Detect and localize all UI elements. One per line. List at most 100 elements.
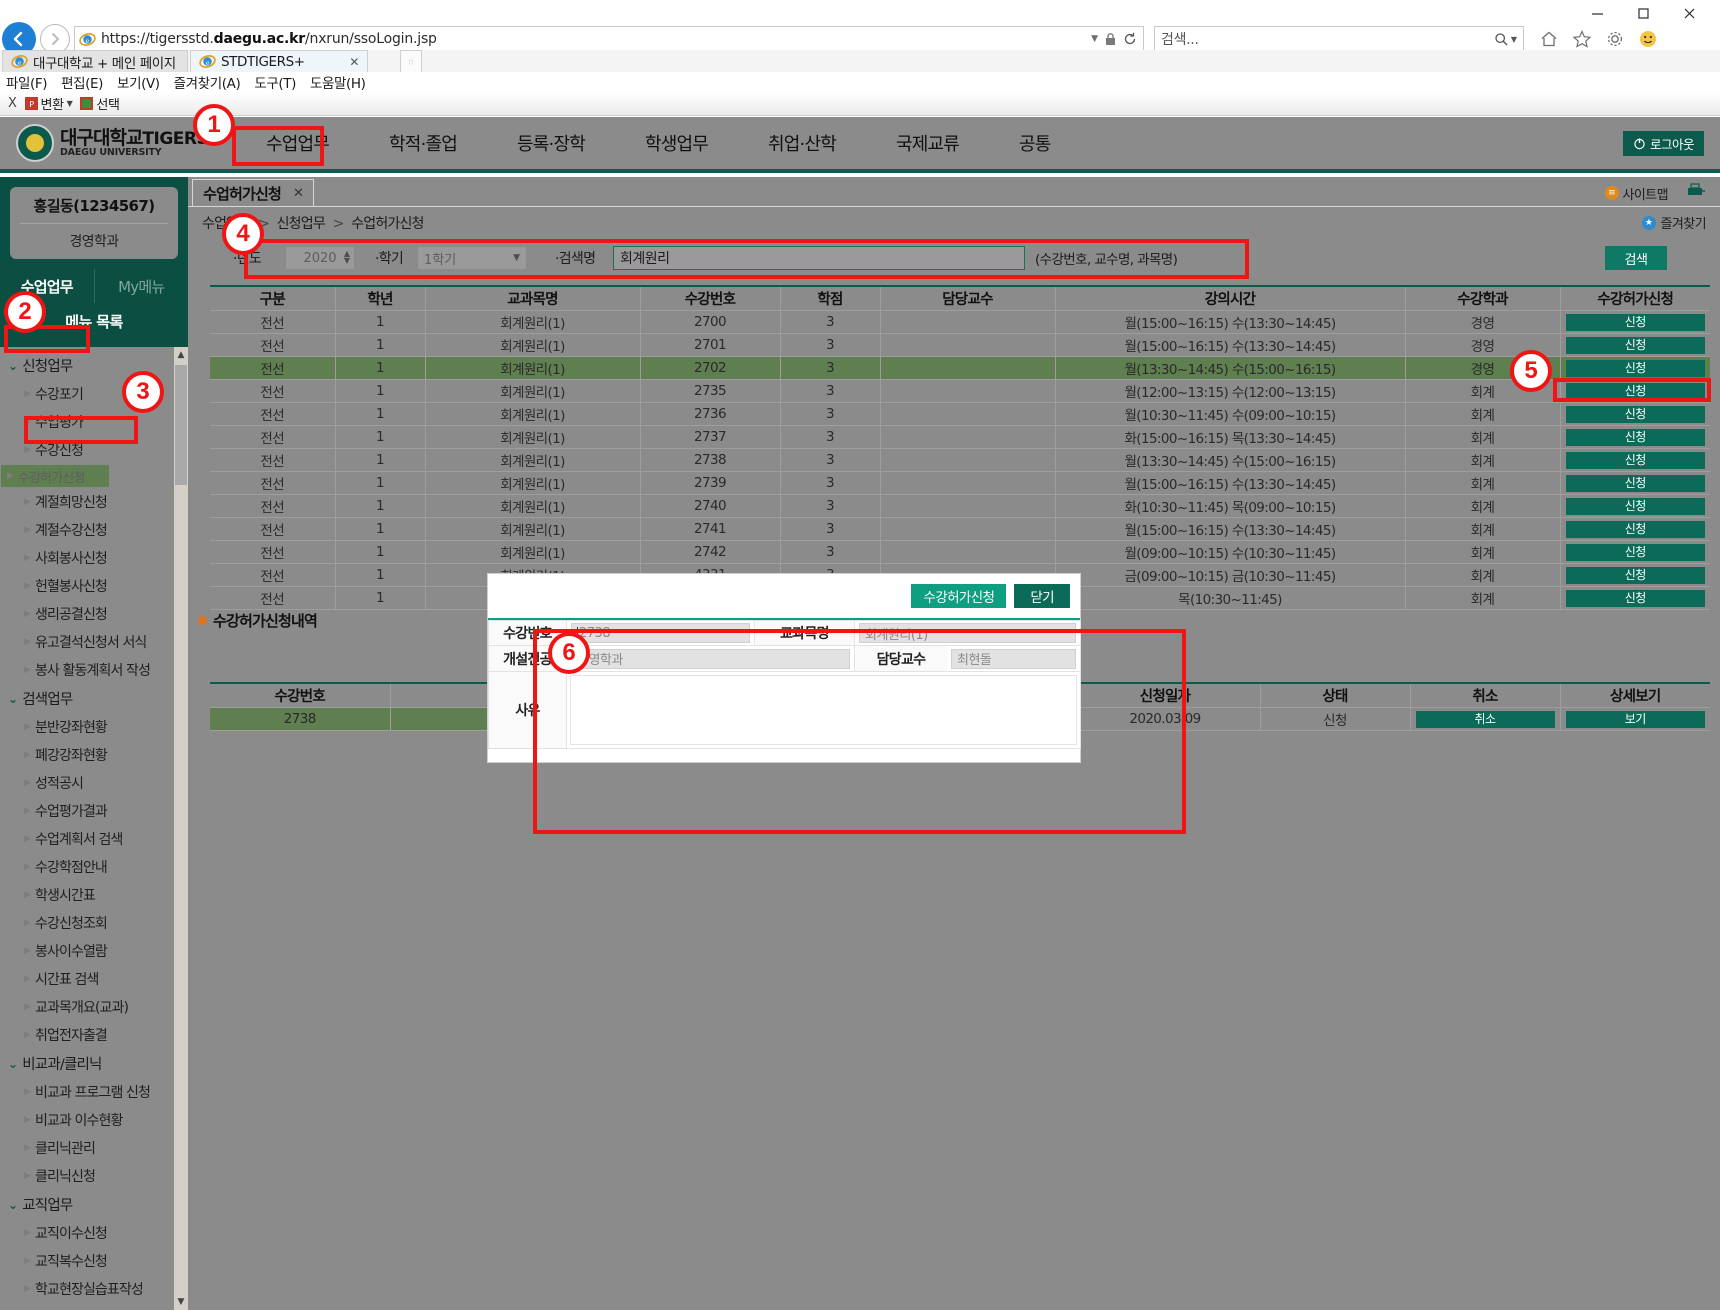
- table-row[interactable]: 전선 1 회계원리(1) 2735 3 월(12:00~13:15) 수(12:00~13…: [210, 379, 1710, 403]
- sidebar-item-gyogwamokgaeyo[interactable]: ▶ 교과목개요(교과): [0, 993, 188, 1021]
- sidebar-item-suupyeonggagyeolgwa[interactable]: ▶ 수업평가결과: [0, 797, 188, 825]
- favorite-link[interactable]: ★ 즐겨찾기: [1641, 213, 1707, 232]
- sidebar-item-sugangheogasincheong[interactable]: ▶ 수강허가신청: [0, 464, 110, 488]
- sidebar-item-bongsahwaldonggyehoekseo[interactable]: ▶ 봉사 활동계획서 작성: [0, 656, 188, 684]
- modal-field-major[interactable]: 경영학과: [566, 645, 855, 672]
- term-select[interactable]: 1학기 ▼: [417, 246, 527, 270]
- menu-favorites[interactable]: 즐겨찾기(A): [173, 76, 241, 92]
- sidebar-group-sincheongeobmu[interactable]: ⌄ 신청업무: [0, 351, 188, 380]
- print-icon[interactable]: [1686, 183, 1706, 203]
- home-icon[interactable]: [1538, 28, 1560, 50]
- modal-reason-textarea[interactable]: [570, 675, 1077, 745]
- menu-tools[interactable]: 도구(T): [254, 76, 296, 92]
- sidebar-item-saengnigonggyeolsincheong[interactable]: ▶ 생리공결신청: [0, 600, 188, 628]
- sidebar-item-sugangpogi[interactable]: ▶ 수강포기: [0, 380, 188, 408]
- sidebar-tab-suupeobmu[interactable]: 수업업무: [20, 277, 74, 296]
- nav-item-chwieop-sanhak[interactable]: 취업·산학: [768, 134, 837, 155]
- request-button[interactable]: 신청: [1565, 451, 1705, 469]
- sidebar-item-haksaengsigantyo[interactable]: ▶ 학생시간표: [0, 881, 188, 909]
- close-icon[interactable]: ✕: [293, 186, 304, 201]
- refresh-icon[interactable]: [1123, 32, 1137, 46]
- url-input[interactable]: e https://tigersstd.daegu.ac.kr/nxrun/ss…: [74, 26, 1144, 52]
- sitemap-link[interactable]: ≡ 사이트맵: [1604, 184, 1669, 203]
- sidebar-item-gyojikboksusincheong[interactable]: ▶ 교직복수신청: [0, 1247, 188, 1275]
- pdf-convert-button[interactable]: P 변환 ▼: [24, 94, 73, 113]
- detail-button[interactable]: 보기: [1565, 710, 1705, 728]
- breadcrumb-item-2[interactable]: 신청업무: [276, 216, 326, 232]
- sidebar-item-sahoebongsasincheong[interactable]: ▶ 사회봉사신청: [0, 544, 188, 572]
- minimize-button[interactable]: [1574, 0, 1620, 26]
- menu-view[interactable]: 보기(V): [117, 76, 160, 92]
- year-stepper[interactable]: 2020 ▲ ▼: [285, 246, 355, 270]
- modal-submit-button[interactable]: 수강허가신청: [911, 584, 1007, 608]
- nav-item-haksaengeobmu[interactable]: 학생업무: [644, 134, 709, 155]
- request-button[interactable]: 신청: [1565, 520, 1705, 538]
- sidebar-item-bigyogwaisuhyeonhwang[interactable]: ▶ 비교과 이수현황: [0, 1106, 188, 1134]
- nav-item-gukjegyoryu[interactable]: 국제교류: [896, 134, 960, 155]
- table-row[interactable]: 전선 1 회계원리(1) 2736 3 월(10:30~11:45) 수(09:00~10…: [210, 402, 1710, 426]
- sidebar-item-heonhyeolbongsasincheong[interactable]: ▶ 헌혈봉사신청: [0, 572, 188, 600]
- sidebar-item-bigyogwaprogram[interactable]: ▶ 비교과 프로그램 신청: [0, 1078, 188, 1106]
- sidebar-item-gyejeolhuimangsincheong[interactable]: ▶ 계절희망신청: [0, 488, 188, 516]
- table-row[interactable]: 전선 1 회계원리(1) 2700 3 월(15:00~16:15) 수(13:30~14…: [210, 310, 1710, 334]
- menu-edit[interactable]: 편집(E): [61, 76, 104, 92]
- search-icon[interactable]: ▼: [1494, 32, 1517, 47]
- table-row[interactable]: 전선 1 회계원리(1) 2702 3 월(13:30~14:45) 수(15:00~16…: [210, 356, 1710, 380]
- request-button[interactable]: 신청: [1565, 566, 1705, 584]
- sidebar-group-bigyogwa-clinic[interactable]: ⌄ 비교과/클리닉: [0, 1049, 188, 1078]
- sidebar-item-clinicsincheong[interactable]: ▶ 클리닉신청: [0, 1162, 188, 1190]
- request-button[interactable]: 신청: [1565, 405, 1705, 423]
- table-row[interactable]: 전선 1 회계원리(1) 2739 3 월(15:00~16:15) 수(13:30~14…: [210, 471, 1710, 495]
- smiley-feedback-icon[interactable]: [1637, 28, 1659, 50]
- pdf-select-button[interactable]: 선택: [80, 94, 120, 113]
- request-button[interactable]: 신청: [1565, 359, 1705, 377]
- cancel-button[interactable]: 취소: [1415, 710, 1555, 728]
- sidebar-item-sugangsincheongjohoe[interactable]: ▶ 수강신청조회: [0, 909, 188, 937]
- request-button[interactable]: 신청: [1565, 474, 1705, 492]
- sidebar-item-sugangsincheong[interactable]: ▶ 수강신청: [0, 436, 188, 464]
- favorites-star-icon[interactable]: [1571, 28, 1593, 50]
- table-row[interactable]: 전선 1 회계원리(1) 2740 3 화(10:30~11:45) 목(09:00~10…: [210, 494, 1710, 518]
- sidebar-group-geomsaekeobmu[interactable]: ⌄ 검색업무: [0, 684, 188, 713]
- table-row[interactable]: 전선 1 회계원리(1) 2741 3 월(15:00~16:15) 수(13:30~14…: [210, 517, 1710, 541]
- sidebar-scrollbar[interactable]: ▲ ▼: [174, 347, 188, 1310]
- request-button[interactable]: 신청: [1565, 313, 1705, 331]
- scroll-down-icon[interactable]: ▼: [174, 1294, 188, 1310]
- search-button[interactable]: 검색: [1605, 246, 1667, 270]
- request-button[interactable]: 신청: [1565, 543, 1705, 561]
- chevron-down-icon[interactable]: ▼: [66, 99, 73, 108]
- modal-field-professor[interactable]: 최현돌: [947, 646, 1080, 671]
- sidebar-item-pyegangangjwahyeonhwang[interactable]: ▶ 폐강강좌현황: [0, 741, 188, 769]
- table-row[interactable]: 전선 1 회계원리(1) 2737 3 화(15:00~16:15) 목(13:30~14…: [210, 425, 1710, 449]
- table-row[interactable]: 전선 1 회계원리(1) 2701 3 월(15:00~16:15) 수(13:30~14…: [210, 333, 1710, 357]
- modal-close-button[interactable]: 닫기: [1014, 584, 1070, 608]
- content-tab-sugangheogasincheong[interactable]: 수업허가신청 ✕: [192, 179, 315, 207]
- new-tab-button[interactable]: [400, 50, 422, 72]
- close-icon[interactable]: ✕: [349, 54, 359, 69]
- sidebar-item-bunbangangjwahyeonhwang[interactable]: ▶ 분반강좌현황: [0, 713, 188, 741]
- browser-search-input[interactable]: 검색... ▼: [1154, 26, 1524, 52]
- nav-item-hakjeok-jolup[interactable]: 학적·졸업: [389, 134, 458, 155]
- keyword-input[interactable]: 회계원리: [613, 246, 1025, 270]
- browser-tab-1[interactable]: e 대구대학교 + 메인 페이지: [2, 50, 188, 72]
- chevron-down-icon[interactable]: ▼: [1091, 34, 1098, 44]
- request-button[interactable]: 신청: [1565, 336, 1705, 354]
- gear-icon[interactable]: [1604, 28, 1626, 50]
- stepper-arrows-icon[interactable]: ▲ ▼: [343, 249, 350, 266]
- sidebar-group-gyojigeobmu[interactable]: ⌄ 교직업무: [0, 1190, 188, 1219]
- modal-field-course[interactable]: 회계원리(1): [854, 620, 1081, 646]
- menu-help[interactable]: 도움말(H): [309, 76, 366, 92]
- menu-file[interactable]: 파일(F): [6, 76, 48, 92]
- scroll-up-icon[interactable]: ▲: [174, 347, 188, 363]
- sidebar-item-yugogyeolseoksincheongseo[interactable]: ▶ 유고결석신청서 서식: [0, 628, 188, 656]
- sidebar-item-bongsaisuyeollam[interactable]: ▶ 봉사이수열람: [0, 937, 188, 965]
- table-row[interactable]: 전선 1 회계원리(1) 2738 3 월(13:30~14:45) 수(15:00~16…: [210, 448, 1710, 472]
- maximize-button[interactable]: [1620, 0, 1666, 26]
- table-row[interactable]: 전선 1 회계원리(1) 2742 3 월(09:00~10:15) 수(10:30~11…: [210, 540, 1710, 564]
- request-button[interactable]: 신청: [1565, 382, 1705, 400]
- sidebar-item-gyejeolsugangsincheong[interactable]: ▶ 계절수강신청: [0, 516, 188, 544]
- sidebar-item-sigantyogeomsaek[interactable]: ▶ 시간표 검색: [0, 965, 188, 993]
- modal-field-number[interactable]: 2738: [566, 620, 755, 646]
- sidebar-item-suupgyehoekseogeomsaek[interactable]: ▶ 수업계획서 검색: [0, 825, 188, 853]
- request-button[interactable]: 신청: [1565, 428, 1705, 446]
